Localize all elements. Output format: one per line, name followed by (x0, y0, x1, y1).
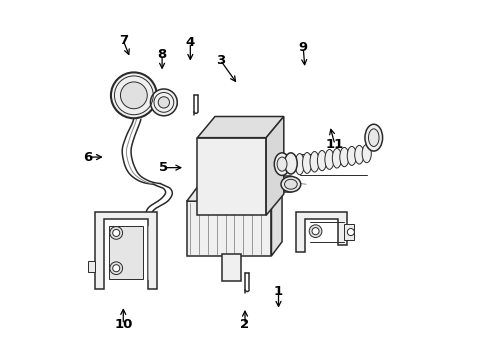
Ellipse shape (368, 129, 379, 147)
Ellipse shape (285, 153, 297, 174)
Text: 3: 3 (216, 54, 225, 67)
Text: 10: 10 (114, 318, 132, 331)
Ellipse shape (325, 149, 334, 169)
Polygon shape (88, 261, 95, 272)
Ellipse shape (281, 176, 301, 192)
Polygon shape (187, 201, 271, 256)
Ellipse shape (285, 179, 297, 189)
Ellipse shape (318, 150, 327, 171)
Ellipse shape (347, 147, 356, 165)
Ellipse shape (110, 262, 122, 275)
Ellipse shape (113, 229, 120, 237)
Ellipse shape (365, 124, 383, 151)
Text: 6: 6 (83, 150, 93, 163)
Ellipse shape (309, 225, 322, 238)
Ellipse shape (121, 82, 147, 109)
Ellipse shape (347, 229, 354, 235)
Polygon shape (296, 212, 347, 252)
Ellipse shape (274, 153, 290, 175)
Text: 4: 4 (186, 36, 195, 49)
Text: 7: 7 (119, 34, 128, 47)
Text: 9: 9 (298, 41, 308, 54)
Text: 2: 2 (241, 318, 249, 331)
Ellipse shape (340, 148, 349, 167)
Ellipse shape (312, 228, 319, 235)
Ellipse shape (111, 72, 157, 118)
Polygon shape (187, 187, 282, 201)
Ellipse shape (150, 89, 177, 116)
Polygon shape (344, 224, 354, 240)
Ellipse shape (113, 265, 120, 272)
Ellipse shape (110, 226, 122, 239)
Ellipse shape (362, 144, 371, 163)
Polygon shape (197, 138, 266, 215)
Polygon shape (197, 117, 284, 138)
Text: 8: 8 (157, 48, 167, 61)
Polygon shape (271, 187, 282, 256)
Polygon shape (266, 117, 284, 215)
Polygon shape (109, 226, 143, 279)
Ellipse shape (158, 97, 170, 108)
Polygon shape (95, 212, 157, 289)
Ellipse shape (277, 157, 287, 171)
Ellipse shape (302, 153, 312, 174)
Ellipse shape (332, 148, 342, 168)
Text: 5: 5 (159, 161, 169, 174)
Ellipse shape (295, 153, 304, 175)
Ellipse shape (355, 145, 364, 164)
Ellipse shape (310, 152, 319, 172)
Text: 11: 11 (326, 138, 344, 151)
Text: 1: 1 (274, 285, 283, 298)
Polygon shape (222, 254, 242, 280)
